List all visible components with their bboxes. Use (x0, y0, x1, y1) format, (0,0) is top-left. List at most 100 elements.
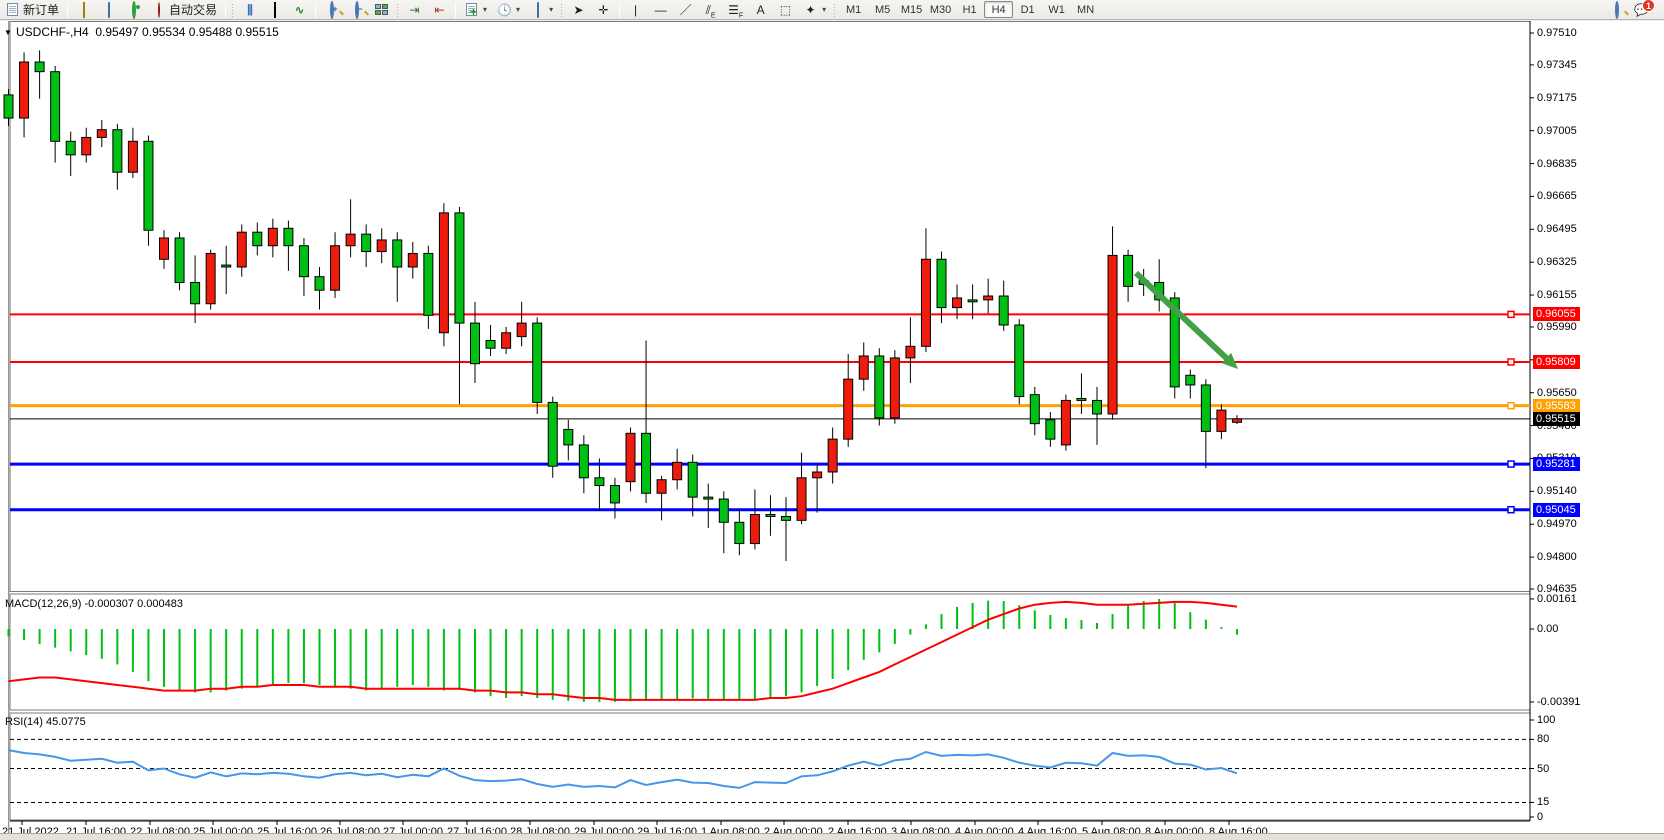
equidistant-channel-icon: ⫽E (705, 2, 716, 19)
sound-button[interactable] (121, 0, 146, 19)
clock-icon: 🕓 (497, 2, 513, 17)
rsi-axis-tick: 15 (1537, 796, 1550, 809)
new-order-icon (5, 2, 20, 17)
periods-dropdown[interactable]: 🕓 ▾ (492, 1, 525, 19)
terminal-icon (101, 1, 116, 18)
auto-trading-label: 自动交易 (169, 3, 218, 17)
timeframe-button-w1[interactable]: W1 (1048, 4, 1065, 16)
separator (455, 1, 457, 18)
text-icon: A (756, 2, 765, 17)
timeframe-button-mn[interactable]: MN (1077, 4, 1095, 16)
tile-windows-icon (374, 3, 389, 17)
hline-price-tag[interactable]: 0.95045 (1533, 502, 1580, 517)
new-order-label: 新订单 (23, 3, 60, 17)
timeframe-button-m30[interactable]: M30 (929, 4, 952, 16)
toolbar-grip[interactable] (396, 2, 401, 17)
arrow-objects-icon: ✦ (805, 2, 816, 17)
trendline-icon: ／ (679, 2, 692, 17)
chevron-down-icon: ▾ (822, 5, 827, 14)
status-strip (0, 833, 1664, 840)
timeframe-button-m15[interactable]: M15 (900, 4, 923, 16)
price-axis-tick: 0.95650 (1537, 386, 1577, 399)
chart-canvas[interactable] (0, 21, 1664, 833)
macd-axis-tick: 0.00161 (1537, 592, 1577, 605)
price-axis-tick: 0.96325 (1537, 256, 1577, 269)
timeframe-button-h1[interactable]: H1 (962, 4, 977, 16)
price-axis-tick: 0.97510 (1537, 27, 1577, 39)
chat-bubble-icon: 💬 1 (1634, 0, 1655, 17)
zoom-out-icon: − (349, 0, 364, 19)
chart-shift-button[interactable]: ⇤ (427, 1, 452, 19)
horizontal-line-icon: — (654, 2, 667, 17)
auto-trading-icon (151, 1, 166, 18)
channel-tool[interactable]: ⫽E (698, 1, 723, 19)
new-order-button[interactable]: 新订单 (0, 1, 64, 19)
macd-axis-tick: 0.00 (1537, 623, 1559, 635)
vertical-line-icon: | (634, 2, 638, 17)
timeframe-button-m1[interactable]: M1 (845, 4, 862, 16)
separator (67, 1, 69, 18)
price-axis-tick: 0.96665 (1537, 190, 1577, 203)
auto-scroll-icon: ⇥ (409, 2, 420, 17)
arrows-tool-dropdown[interactable]: ✦ ▾ (798, 1, 831, 19)
toolbar-grip[interactable] (231, 2, 236, 17)
hline-price-tag[interactable]: 0.95583 (1533, 398, 1580, 413)
bar-chart-mode-button[interactable]: ⫼ (237, 1, 262, 19)
horizontal-line-tool[interactable]: — (648, 1, 673, 19)
zoom-in-icon: + (324, 0, 339, 19)
cursor-tool-button[interactable]: ➤ (566, 1, 591, 19)
chart-dropdown-triangle[interactable]: ▼ (4, 28, 12, 37)
text-label-tool[interactable]: ⬚ (773, 1, 798, 19)
chart-legend: USDCHF-,H4 0.95497 0.95534 0.95488 0.955… (16, 25, 279, 39)
separator (619, 1, 621, 18)
main-toolbar: 新订单 自动交易 ⫼ ∿ + − ⇥ ⇤ + ▾ 🕓 ▾ ▾ ➤ (0, 0, 1664, 20)
terminal-button[interactable] (96, 1, 121, 19)
timeframe-button-m5[interactable]: M5 (874, 4, 891, 16)
ohlc-values-label: 0.95497 0.95534 0.95488 0.95515 (95, 25, 279, 39)
auto-trading-button[interactable]: 自动交易 (146, 1, 222, 19)
crosshair-tool-button[interactable]: ✛ (591, 1, 616, 19)
toolbar-grip[interactable] (833, 2, 838, 17)
rsi-axis-tick: 80 (1537, 733, 1550, 746)
trendline-tool[interactable]: ／ (673, 1, 698, 19)
hline-price-tag[interactable]: 0.95281 (1533, 457, 1580, 472)
tile-windows-button[interactable] (369, 1, 394, 19)
zoom-in-button[interactable]: + (319, 0, 344, 19)
notification-badge: 1 (1642, 0, 1655, 12)
price-axis-tick: 0.96495 (1537, 223, 1577, 236)
current-price-tag[interactable]: 0.95515 (1533, 411, 1580, 426)
indicators-icon: + (464, 2, 479, 19)
timeframe-group: M1 M5 M15 M30 H1 H4 D1 W1 MN (839, 1, 1100, 18)
notifications-button[interactable]: 💬 1 (1629, 0, 1655, 19)
fibonacci-tool[interactable]: ☰F (723, 1, 748, 19)
indicators-dropdown[interactable]: + ▾ (459, 1, 492, 19)
price-axis-tick: 0.94800 (1537, 551, 1577, 564)
auto-scroll-button[interactable]: ⇥ (402, 1, 427, 19)
price-axis-tick: 0.97345 (1537, 58, 1577, 71)
candlestick-mode-button[interactable] (262, 1, 287, 19)
chevron-down-icon: ▾ (483, 5, 488, 14)
templates-dropdown[interactable]: ▾ (525, 1, 558, 19)
price-axis-tick: 0.94635 (1537, 583, 1577, 595)
price-axis-tick: 0.96835 (1537, 157, 1577, 170)
crosshair-icon: ✛ (598, 2, 609, 17)
rsi-axis-tick: 100 (1537, 714, 1556, 726)
alert-icon (76, 1, 91, 18)
search-icon (1609, 0, 1624, 19)
symbol-period-label: USDCHF-,H4 (16, 25, 89, 39)
price-axis-tick: 0.97175 (1537, 91, 1577, 104)
text-label-icon: ⬚ (779, 2, 792, 17)
vertical-line-tool[interactable]: | (623, 1, 648, 19)
line-chart-mode-button[interactable]: ∿ (287, 1, 312, 19)
zoom-out-button[interactable]: − (344, 0, 369, 19)
alerts-button[interactable] (71, 1, 96, 19)
toolbar-grip[interactable] (560, 2, 565, 17)
macd-axis-tick: -0.00391 (1537, 695, 1581, 708)
text-tool[interactable]: A (748, 1, 773, 19)
timeframe-button-d1[interactable]: D1 (1020, 4, 1035, 16)
chart-shift-icon: ⇤ (434, 2, 445, 17)
hline-price-tag[interactable]: 0.96055 (1533, 307, 1580, 322)
hline-price-tag[interactable]: 0.95809 (1533, 354, 1580, 369)
timeframe-button-h4[interactable]: H4 (984, 1, 1014, 18)
symbol-search-button[interactable] (1604, 0, 1629, 19)
